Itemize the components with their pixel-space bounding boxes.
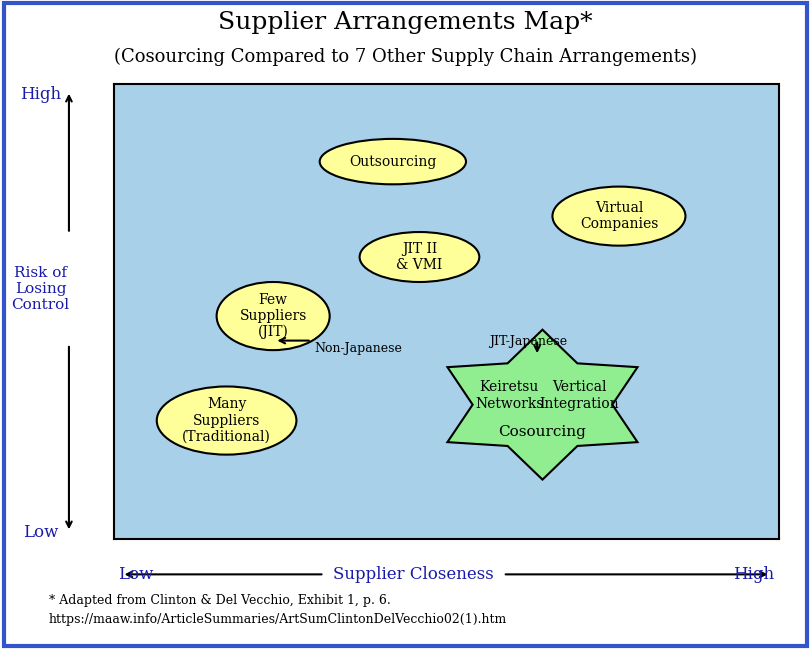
- Text: https://maaw.info/ArticleSummaries/ArtSumClintonDelVecchio02(1).htm: https://maaw.info/ArticleSummaries/ArtSu…: [49, 613, 507, 626]
- Text: Cosourcing: Cosourcing: [499, 425, 586, 439]
- Ellipse shape: [320, 139, 466, 184]
- Text: (Cosourcing Compared to 7 Other Supply Chain Arrangements): (Cosourcing Compared to 7 Other Supply C…: [114, 48, 697, 66]
- Text: JIT II
& VMI: JIT II & VMI: [397, 242, 443, 272]
- Ellipse shape: [552, 187, 685, 246]
- Text: Few
Suppliers
(JIT): Few Suppliers (JIT): [239, 293, 307, 339]
- Text: Keiretsu
Networks: Keiretsu Networks: [475, 380, 543, 411]
- Text: Non-Japanese: Non-Japanese: [315, 342, 402, 355]
- Ellipse shape: [217, 282, 329, 350]
- Text: Many
Suppliers
(Traditional): Many Suppliers (Traditional): [182, 397, 271, 444]
- Ellipse shape: [359, 232, 479, 282]
- Text: High: High: [20, 86, 61, 103]
- Text: Supplier Arrangements Map*: Supplier Arrangements Map*: [218, 11, 593, 34]
- Text: Outsourcing: Outsourcing: [350, 154, 436, 169]
- Text: Low: Low: [118, 566, 153, 583]
- Polygon shape: [448, 330, 637, 480]
- Text: Vertical
Integration: Vertical Integration: [539, 380, 619, 411]
- Text: Risk of
Losing
Control: Risk of Losing Control: [11, 265, 70, 312]
- Text: JIT-Japanese: JIT-Japanese: [489, 334, 568, 348]
- Text: * Adapted from Clinton & Del Vecchio, Exhibit 1, p. 6.: * Adapted from Clinton & Del Vecchio, Ex…: [49, 594, 390, 607]
- Text: Virtual
Companies: Virtual Companies: [580, 201, 659, 231]
- Text: High: High: [733, 566, 775, 583]
- Text: Supplier Closeness: Supplier Closeness: [333, 566, 494, 583]
- Text: Low: Low: [23, 524, 58, 541]
- Ellipse shape: [157, 386, 297, 454]
